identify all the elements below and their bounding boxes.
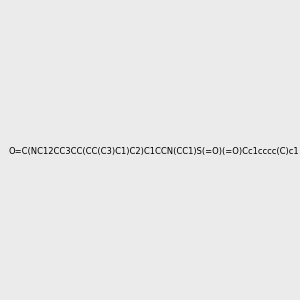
Text: O=C(NC12CC3CC(CC(C3)C1)C2)C1CCN(CC1)S(=O)(=O)Cc1cccc(C)c1: O=C(NC12CC3CC(CC(C3)C1)C2)C1CCN(CC1)S(=O…: [8, 147, 299, 156]
